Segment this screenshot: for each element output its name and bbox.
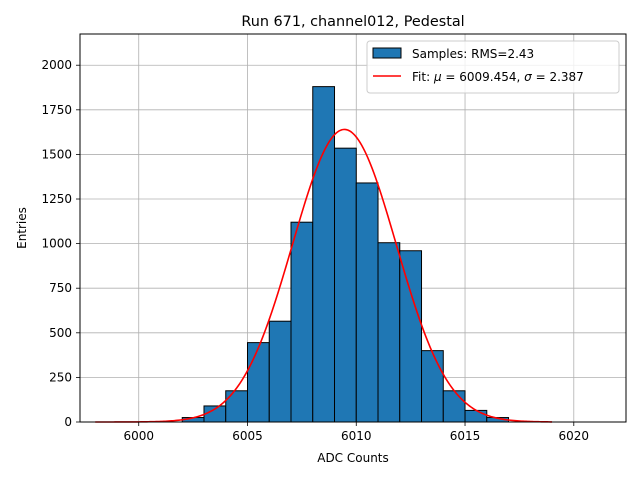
legend-fit-mu-value: = 6009.454, <box>442 70 525 84</box>
y-axis-ticks: 0 250 500 750 1000 1250 1500 1750 2000 <box>41 58 80 429</box>
histogram-bar <box>225 390 248 423</box>
x-tick-label: 6000 <box>123 429 154 443</box>
x-tick-label: 6020 <box>559 429 590 443</box>
histogram-bar <box>312 86 336 423</box>
histogram-bar <box>399 250 423 423</box>
x-tick-label: 6010 <box>341 429 372 443</box>
x-tick-label: 6005 <box>232 429 263 443</box>
y-tick-label: 1750 <box>41 103 72 117</box>
histogram-bar <box>290 221 314 423</box>
y-tick-label: 1500 <box>41 147 72 161</box>
histogram-bar <box>377 242 401 423</box>
legend-fit-sigma-symbol: σ <box>524 70 532 84</box>
histogram-bar <box>334 147 357 423</box>
x-axis-ticks: 6000 6005 6010 6015 6020 <box>123 422 589 443</box>
legend-fit-label: Fit: μ = 6009.454, σ = 2.387 <box>412 70 584 84</box>
y-tick-label: 750 <box>49 281 72 295</box>
y-axis-label: Entries <box>15 207 29 249</box>
y-tick-label: 1000 <box>41 237 72 251</box>
histogram-bar <box>421 350 444 423</box>
histogram-bars <box>181 86 510 423</box>
x-tick-label: 6015 <box>450 429 481 443</box>
legend-fit-prefix: Fit: <box>412 70 434 84</box>
histogram-bar <box>442 390 466 423</box>
chart-title: Run 671, channel012, Pedestal <box>241 14 464 30</box>
x-axis-label: ADC Counts <box>317 451 389 465</box>
legend-box <box>366 40 620 94</box>
y-tick-label: 250 <box>49 370 72 384</box>
fit-curve-group <box>95 128 553 423</box>
y-tick-label: 1250 <box>41 192 72 206</box>
histogram-bar <box>355 182 379 423</box>
legend-samples-label: Samples: RMS=2.43 <box>412 47 534 61</box>
gaussian-fit-curve <box>95 128 553 423</box>
legend: Samples: RMS=2.43 Fit: μ = 6009.454, σ =… <box>366 40 620 94</box>
y-tick-label: 500 <box>49 326 72 340</box>
histogram-bar <box>268 320 292 423</box>
histogram-bar <box>464 409 488 423</box>
legend-fit-sigma-value: = 2.387 <box>532 70 584 84</box>
y-tick-label: 2000 <box>41 58 72 72</box>
legend-fit-mu-symbol: μ <box>433 70 442 84</box>
legend-samples-swatch <box>372 47 402 59</box>
y-tick-label: 0 <box>64 415 72 429</box>
plot-frame <box>79 33 627 423</box>
histogram-bar <box>246 342 270 423</box>
